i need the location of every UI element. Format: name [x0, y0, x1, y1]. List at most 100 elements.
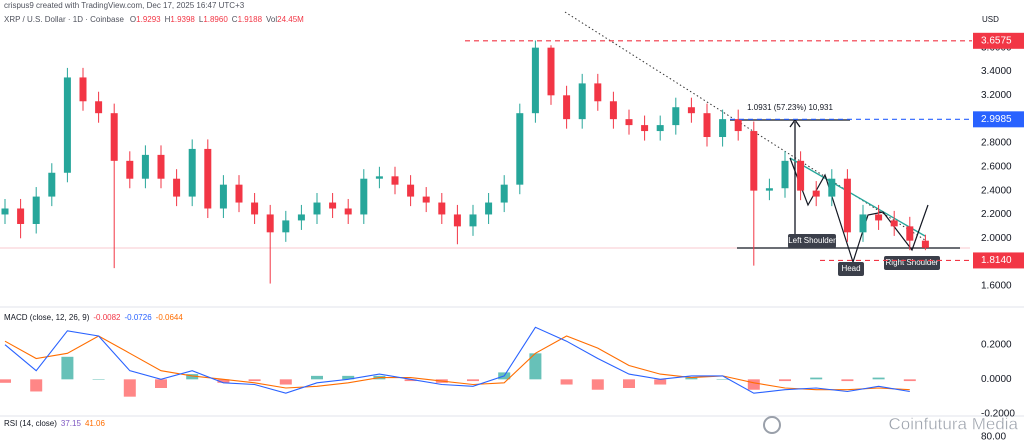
candle-body — [906, 226, 914, 241]
histogram-bar — [467, 379, 479, 382]
candle-body — [266, 214, 274, 233]
candle-body — [828, 178, 836, 197]
y-tick-label: 2.4000 — [981, 185, 1012, 196]
candle-body — [204, 148, 212, 209]
candle-body — [703, 113, 711, 138]
macd-title: MACD (close, 12, 26, 9) — [4, 313, 90, 322]
candle-body — [656, 125, 664, 132]
histogram-bar — [591, 379, 604, 390]
histogram-bar — [685, 377, 698, 380]
candle-body — [251, 202, 259, 215]
candle-body — [609, 101, 617, 120]
resistance-line — [789, 157, 926, 237]
histogram-bar — [841, 379, 854, 382]
ohlc-key: O — [130, 15, 136, 24]
histogram-bar — [123, 379, 136, 397]
histogram-bar — [0, 379, 11, 383]
credit: crispus9 created with TradingView.com, D… — [4, 1, 245, 10]
y-tick-label: 0.2000 — [981, 339, 1012, 350]
candle-body — [687, 107, 695, 114]
candle-body — [407, 184, 415, 197]
y-tick-label: 2.0000 — [981, 233, 1012, 244]
histogram-bar — [342, 375, 355, 380]
pattern-label: Left Shoulder — [788, 236, 836, 245]
histogram-bar — [529, 353, 542, 380]
candle-body — [453, 214, 461, 227]
histogram-bar — [872, 377, 885, 380]
y-tick-label: 3.4000 — [981, 66, 1012, 77]
candle-body — [188, 148, 196, 197]
histogram-bar — [810, 377, 823, 380]
macd-legend: MACD (close, 12, 26, 9) -0.0082 -0.0726 -0.… — [4, 313, 183, 322]
candle-body — [516, 113, 524, 185]
candle-body — [173, 178, 181, 197]
ohlc-value: 1.8960 — [203, 15, 228, 24]
histogram-bar — [279, 379, 292, 385]
ohlc-value: 1.9398 — [170, 15, 195, 24]
level-label: 3.6575 — [981, 35, 1012, 46]
candle-body — [344, 208, 352, 215]
candle-body — [17, 208, 25, 224]
candle-body — [812, 190, 820, 197]
candle-body — [469, 214, 477, 227]
candle-body — [422, 196, 430, 203]
histogram-bar — [623, 379, 635, 388]
histogram-bar — [404, 379, 417, 382]
candle-body — [375, 176, 383, 179]
symbol: XRP / U.S. Dollar · 1D · Coinbase — [4, 15, 124, 24]
level-label: 1.8140 — [981, 255, 1012, 266]
candle-body — [219, 184, 227, 209]
level-box — [973, 111, 1024, 128]
y-tick-label: 3.2000 — [981, 90, 1012, 101]
histogram-bar — [61, 356, 74, 380]
histogram-bar — [903, 379, 916, 382]
candle-body — [531, 47, 539, 114]
candle-body — [48, 172, 56, 197]
candle-body — [297, 214, 305, 221]
histogram-bar — [248, 379, 261, 382]
candle-body — [63, 77, 71, 173]
candle-body — [547, 47, 555, 96]
candle-body — [95, 101, 103, 114]
arrow-head — [789, 118, 801, 128]
candle-body — [360, 178, 368, 215]
watermark-logo — [763, 416, 781, 434]
candle-body — [734, 119, 742, 132]
histogram-bar — [92, 379, 105, 380]
measure-label: 1.0931 (57.23%) 10,931 — [747, 103, 833, 112]
candle-body — [859, 214, 867, 233]
signal-line — [4, 335, 910, 391]
candle-body — [875, 214, 883, 221]
y-tick-label: 0.0000 — [981, 374, 1012, 385]
histogram-bar — [560, 379, 573, 385]
candle-body — [1, 208, 9, 215]
ohlc-value: 1.9293 — [136, 15, 161, 24]
histogram-bar — [779, 379, 791, 382]
watermark: Coinfutura Media — [889, 414, 1019, 433]
y-tick-label: -0.2000 — [981, 409, 1015, 420]
legend-value: 41.06 — [85, 419, 106, 428]
candle-body — [32, 196, 40, 224]
histogram-bar — [30, 379, 43, 392]
symbol-header: XRP / U.S. Dollar · 1D · Coinbase O1.9293… — [4, 15, 304, 24]
level-box — [973, 252, 1024, 269]
y-tick-label: 80.00 — [981, 431, 1006, 442]
pattern-label: Head — [841, 264, 860, 273]
ohlc-key: Vol — [266, 15, 277, 24]
pattern-label: Right Shoulder — [886, 258, 939, 267]
candle-body — [313, 202, 321, 215]
candle-body — [578, 83, 586, 120]
legend-value: -0.0082 — [93, 313, 121, 322]
price-axis: 3.60003.40003.20002.80002.60002.40002.20… — [973, 32, 1024, 442]
candle-body — [282, 220, 290, 233]
rsi-title: RSI (14, close) — [4, 419, 57, 428]
rsi-legend: RSI (14, close) 37.15 41.06 — [4, 419, 106, 428]
legend-value: -0.0726 — [125, 313, 153, 322]
candle-body — [719, 119, 727, 138]
ohlc-value: 24.45M — [277, 15, 304, 24]
marks — [0, 40, 972, 397]
legend-value: -0.0644 — [156, 313, 184, 322]
